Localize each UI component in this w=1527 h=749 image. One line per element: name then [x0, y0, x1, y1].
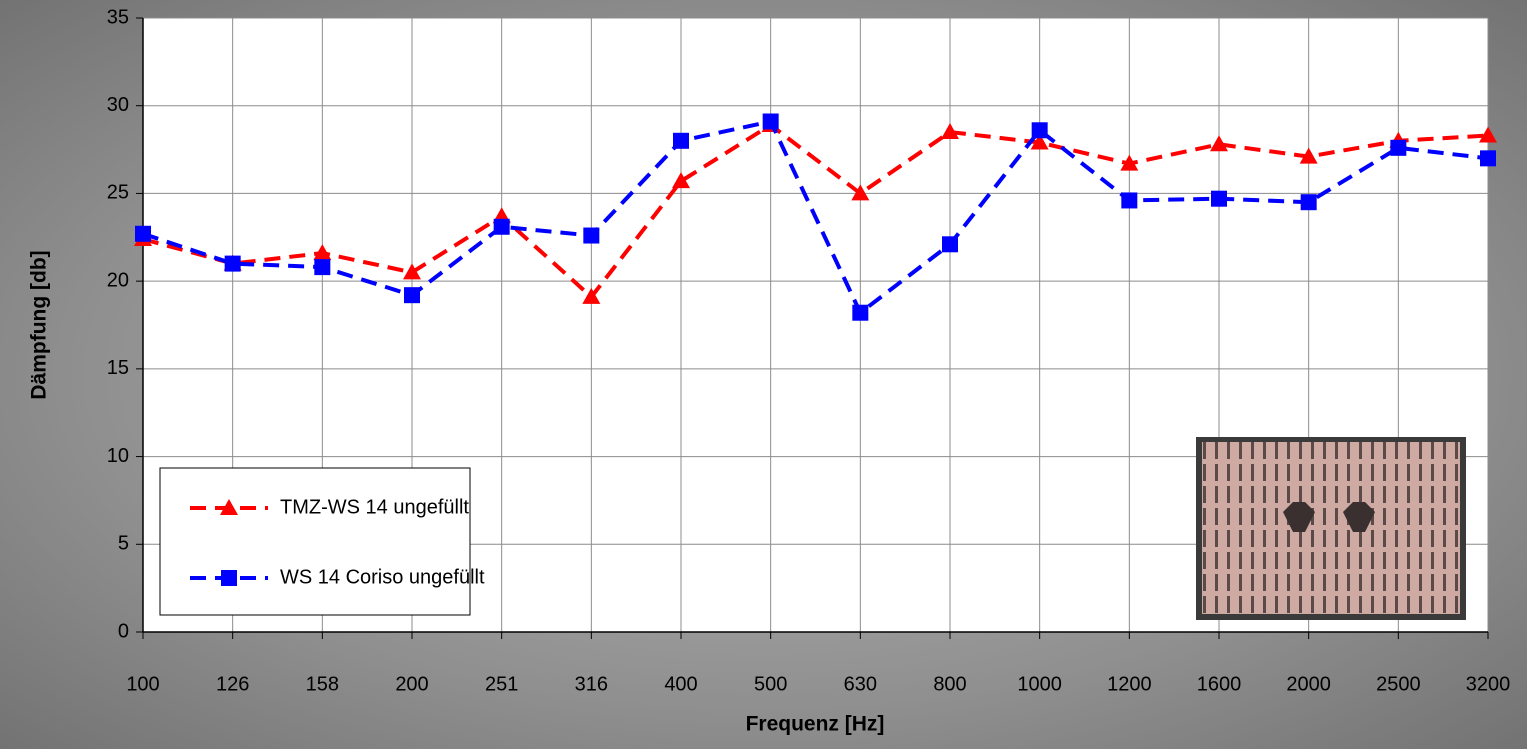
- inset-photo: [1196, 437, 1466, 620]
- x-tick-label: 1600: [1197, 673, 1242, 695]
- marker: [404, 287, 420, 304]
- marker: [583, 227, 600, 244]
- series-line: [142, 122, 1489, 300]
- y-axis-title: Dämpfung [db]: [28, 250, 51, 399]
- x-tick-label: 1200: [1107, 673, 1152, 695]
- marker: [1300, 194, 1317, 211]
- y-tick-label: 20: [107, 269, 129, 291]
- brick: [1202, 442, 1460, 614]
- marker: [941, 123, 959, 140]
- x-tick-label: 1000: [1017, 673, 1062, 695]
- x-tick-label: 630: [844, 673, 877, 695]
- marker: [1210, 135, 1228, 152]
- x-tick-label: 200: [395, 673, 428, 695]
- x-tick-label: 3200: [1466, 673, 1511, 695]
- x-tick-label: 800: [933, 673, 966, 695]
- marker: [493, 218, 510, 235]
- y-tick-label: 35: [107, 6, 129, 28]
- marker: [852, 304, 869, 321]
- marker: [135, 225, 151, 242]
- x-tick-label: 100: [126, 673, 159, 695]
- marker: [403, 263, 421, 280]
- x-tick-label: 158: [306, 673, 339, 695]
- x-tick-label: 2500: [1376, 673, 1421, 695]
- marker: [313, 244, 332, 261]
- brick-hole: [1343, 502, 1375, 532]
- grid: 0 5 10 15 20 25 30 35 100 126 158 200 251 316 400 500 63…: [107, 6, 1511, 695]
- marker: [1390, 139, 1407, 156]
- legend: TMZ-WS 14 ungefüllt WS 14 Coriso ungefüll…: [159, 467, 485, 616]
- marker: [220, 499, 238, 515]
- marker: [582, 287, 601, 304]
- x-tick-label: 316: [575, 673, 608, 695]
- marker: [1030, 133, 1049, 150]
- marker: [1299, 147, 1318, 164]
- x-tick-label: 400: [664, 673, 697, 695]
- marker: [1121, 192, 1138, 209]
- x-tick-label: 126: [216, 673, 249, 695]
- series-group: [134, 113, 1497, 321]
- marker: [314, 259, 331, 276]
- legend-box: [159, 467, 471, 616]
- marker: [851, 184, 870, 201]
- marker: [942, 236, 958, 253]
- marker: [224, 255, 241, 272]
- marker: [1120, 154, 1139, 171]
- y-tick-label: 0: [118, 620, 129, 642]
- y-tick-label: 5: [118, 533, 129, 555]
- x-tick-label: 2000: [1286, 673, 1331, 695]
- marker: [672, 172, 690, 189]
- x-tick-label: 500: [754, 673, 787, 695]
- marker: [1479, 126, 1497, 143]
- x-tick-label: 251: [485, 673, 518, 695]
- marker: [1211, 190, 1227, 207]
- marker: [1480, 150, 1496, 167]
- marker: [673, 132, 689, 149]
- y-tick-label: 25: [107, 182, 129, 204]
- marker: [221, 570, 237, 586]
- y-tick-label: 30: [107, 94, 129, 116]
- legend-label: TMZ-WS 14 ungefüllt: [280, 496, 469, 518]
- y-tick-label: 15: [107, 357, 129, 379]
- legend-label: WS 14 Coriso ungefüllt: [280, 566, 485, 588]
- marker: [1031, 122, 1048, 139]
- marker: [762, 113, 779, 130]
- series-line: [142, 119, 1489, 316]
- brick-hole: [1283, 502, 1315, 532]
- x-axis-title: Frequenz [Hz]: [746, 713, 885, 736]
- y-tick-label: 10: [107, 445, 129, 467]
